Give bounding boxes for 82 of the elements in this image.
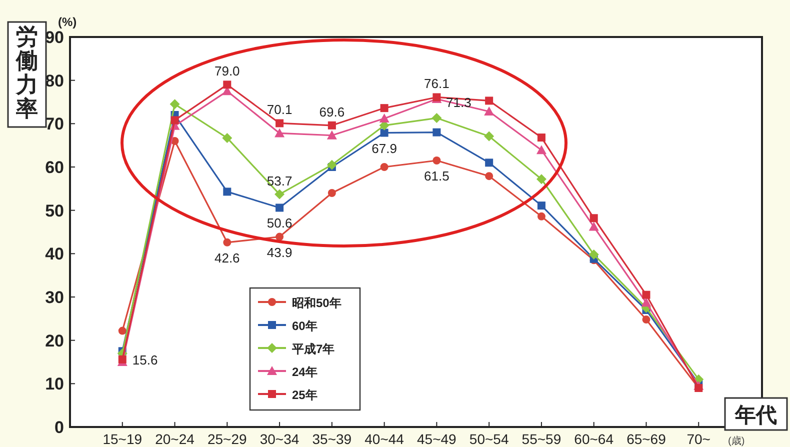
data-label: 67.9 — [372, 140, 397, 156]
point — [432, 156, 441, 164]
point — [537, 134, 546, 142]
data-label: 50.6 — [266, 216, 292, 231]
point — [276, 204, 284, 212]
point — [170, 116, 179, 124]
point — [432, 128, 441, 136]
point — [328, 189, 336, 197]
legend-label: 昭和50年 — [292, 296, 342, 310]
data-label: 79.0 — [214, 64, 240, 79]
point — [276, 119, 284, 128]
point — [274, 128, 285, 138]
data-label: 43.9 — [266, 244, 292, 260]
data-label: 76.1 — [424, 76, 450, 92]
x-tick-label: 50~54 — [469, 431, 509, 447]
point — [484, 131, 494, 142]
point — [379, 113, 390, 122]
point — [326, 160, 337, 170]
data-label: 15.6 — [132, 352, 158, 368]
point — [537, 212, 546, 220]
point — [485, 96, 494, 105]
y-tick-label: 20 — [45, 331, 64, 350]
point — [588, 250, 599, 260]
point — [328, 121, 336, 130]
y-tick-label: 90 — [45, 28, 64, 47]
text: (歳) — [728, 435, 745, 447]
point — [223, 80, 232, 89]
x-tick-label: 20~24 — [155, 431, 195, 447]
x-tick-label: 15~19 — [102, 431, 142, 447]
data-label: 53.7 — [266, 173, 292, 188]
x-tick-label: 70~ — [686, 431, 710, 447]
y-tick-label: 30 — [45, 288, 64, 307]
point — [380, 104, 388, 112]
text: (%) — [58, 15, 77, 29]
point — [485, 172, 494, 180]
point — [432, 113, 442, 124]
y-tick-label: 60 — [45, 158, 64, 177]
point — [274, 189, 285, 200]
x-tick-label: 45~49 — [417, 431, 457, 447]
legend-label: 60年 — [292, 319, 318, 333]
data-label: 61.5 — [424, 168, 450, 184]
y-tick-label: 0 — [54, 418, 64, 437]
data-label: 70.1 — [266, 102, 292, 118]
point — [380, 163, 388, 171]
data-label: 69.6 — [319, 104, 345, 120]
legend-label: 24年 — [292, 365, 318, 379]
point — [223, 188, 232, 196]
y-tick-label: 70 — [45, 114, 64, 134]
point — [170, 99, 180, 110]
x-tick-label: 35~39 — [312, 431, 352, 447]
point — [485, 158, 494, 167]
point — [536, 145, 546, 154]
point — [222, 132, 232, 143]
point — [536, 174, 546, 184]
x-tick-label: 65~69 — [626, 431, 666, 447]
point — [484, 106, 494, 116]
point — [642, 290, 650, 299]
data-label: 42.6 — [214, 250, 240, 266]
x-tick-label: 55~59 — [522, 431, 562, 447]
point — [326, 130, 337, 140]
y-tick-label: 10 — [45, 374, 64, 394]
point — [118, 355, 126, 364]
x-tick-label: 25~29 — [207, 431, 248, 447]
point — [641, 298, 652, 307]
point — [380, 128, 388, 137]
point — [537, 202, 546, 210]
x-tick-label: 60~64 — [574, 431, 614, 447]
x-tick-label: 40~44 — [364, 431, 404, 447]
y-axis-title: 労働力率 — [15, 24, 38, 121]
legend-label: 25年 — [292, 388, 318, 402]
point — [588, 222, 599, 231]
point — [590, 214, 598, 222]
point — [642, 316, 650, 324]
point — [118, 326, 126, 335]
point — [223, 238, 232, 246]
y-tick-label: 50 — [45, 201, 64, 220]
x-axis-title: 年代 — [734, 404, 777, 427]
x-tick-label: 30~34 — [260, 431, 300, 447]
y-tick-label: 40 — [45, 244, 64, 264]
legend-label: 平成7年 — [291, 342, 335, 356]
y-tick-label: 80 — [45, 71, 64, 90]
point — [276, 232, 284, 241]
